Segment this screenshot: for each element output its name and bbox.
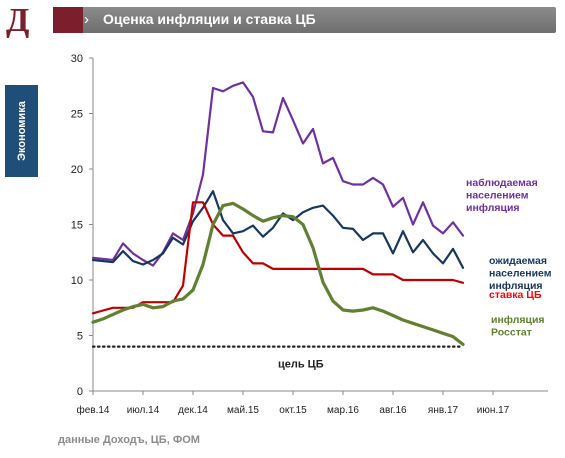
section-tab[interactable]: Экономика [5,85,38,177]
series-line-1 [91,81,465,267]
source-note: данные Доходъ, ЦБ, ФОМ [58,434,200,446]
logo: Д [6,2,30,39]
series-label-2: населением [489,268,552,280]
series-label-2: инфляция [489,280,543,292]
y-tick-label: 15 [71,220,83,232]
x-tick-label: фев.14 [76,404,109,416]
chevron-right-icon: › [84,11,89,28]
x-tick-label: июн.17 [477,405,510,416]
y-tick-label: 20 [71,164,83,176]
y-tick-label: 5 [77,331,83,343]
x-tick-label: окт.15 [279,405,307,416]
series-label-1: наблюдаемая [466,177,538,189]
x-tick-label: дек.14 [178,405,208,416]
series-label-1: инфляция [466,202,520,214]
series-line-2 [91,190,465,269]
title-chip [53,7,83,33]
y-tick-label: 30 [71,53,83,65]
series-label-4: Росстат [491,327,532,339]
series-line-3 [91,201,465,315]
x-tick-label: мар.16 [327,405,359,416]
x-tick-label: авг.16 [379,405,407,416]
series-label-3: ставка ЦБ [489,289,542,301]
x-tick-label: июл.14 [127,405,160,416]
series-label-4: инфляция [491,314,545,326]
series-line-4 [91,201,465,346]
title-bar: › Оценка инфляции и ставка ЦБ [53,7,556,33]
series-label-1: населением [466,190,529,202]
target-label: цель ЦБ [278,359,324,371]
y-tick-label: 10 [71,275,83,287]
series-label-2: ожидаемая [489,255,547,267]
y-tick-label: 0 [77,386,83,398]
x-tick-label: май.15 [227,405,259,416]
x-tick-label: янв.17 [428,405,459,416]
y-tick-label: 25 [71,109,83,121]
page-title: Оценка инфляции и ставка ЦБ [103,11,316,27]
